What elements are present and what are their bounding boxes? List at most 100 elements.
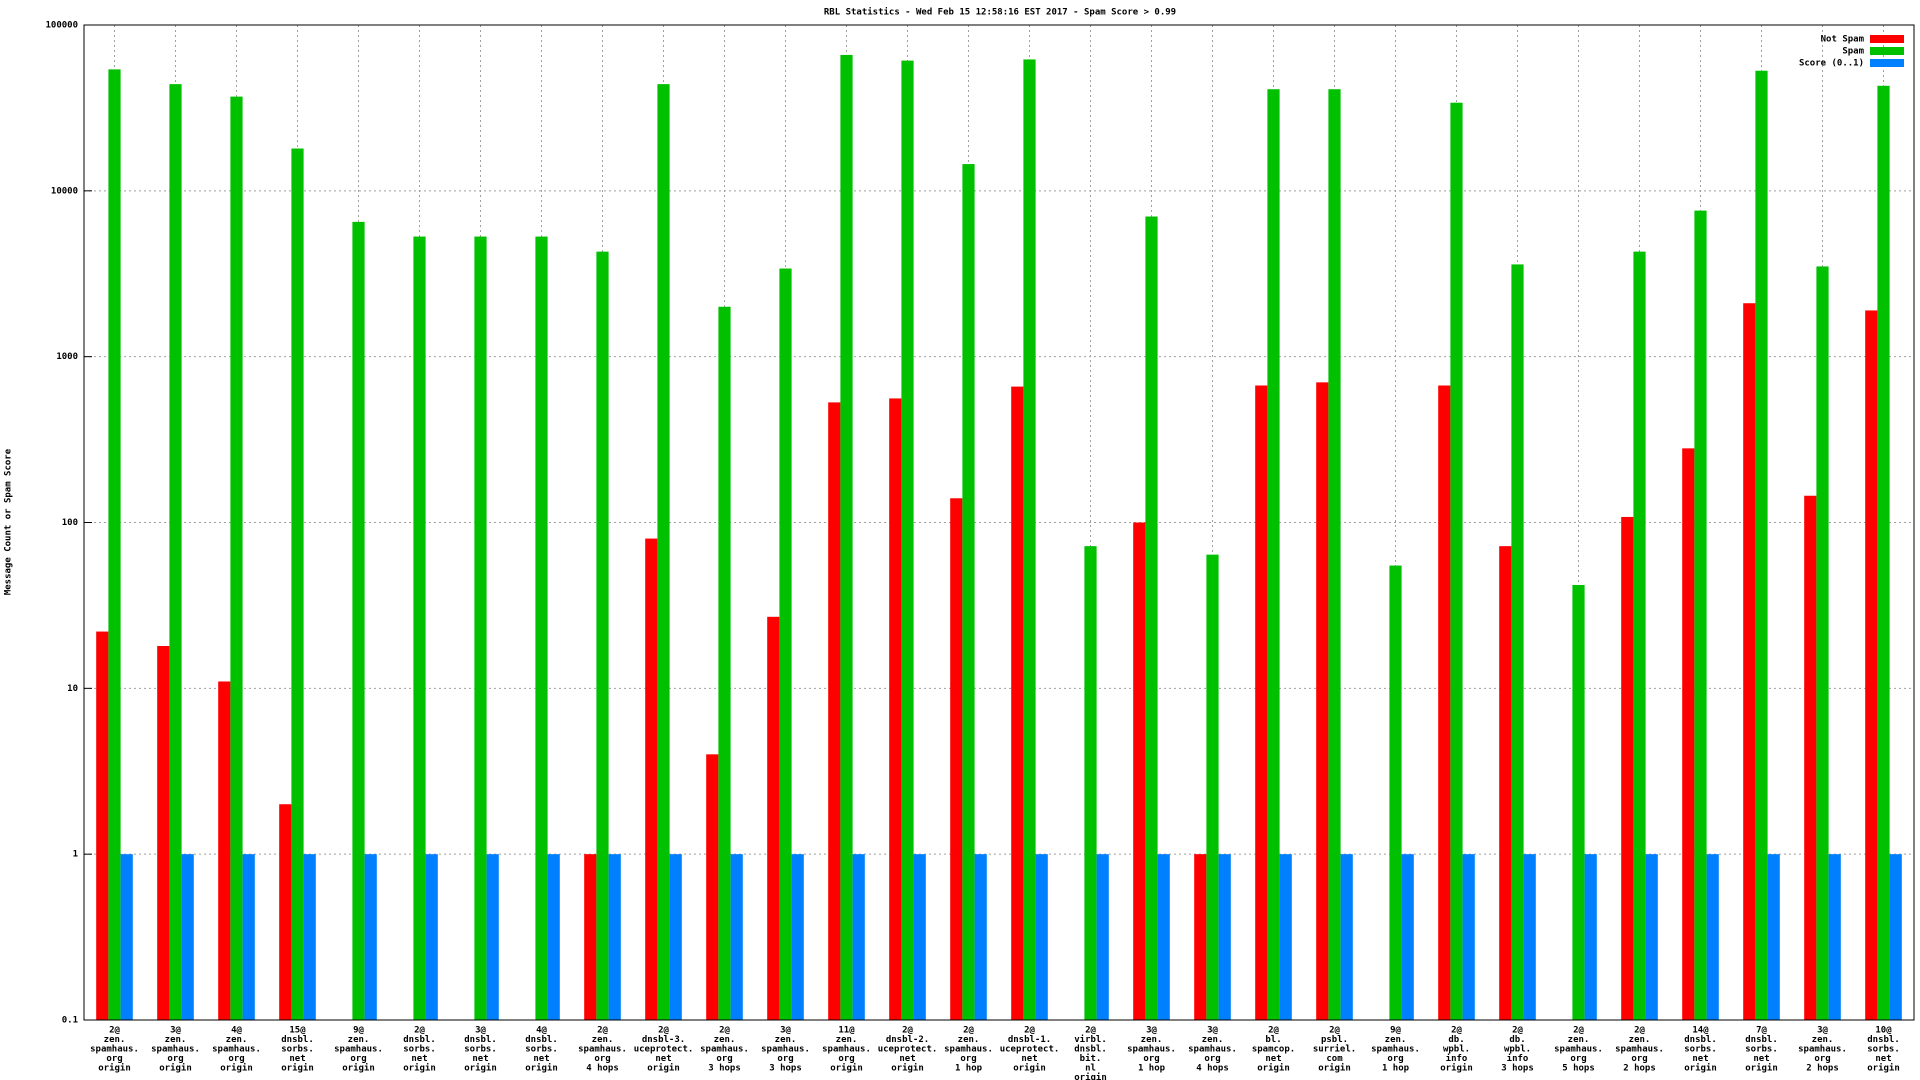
x-tick-label: 2@ (902, 1026, 913, 1036)
x-tick-label: dnsbl. (281, 1035, 314, 1045)
x-tick-label: zen. (1568, 1035, 1590, 1045)
x-tick-label: dnsbl. (1867, 1035, 1900, 1045)
x-tick-label: zen. (1812, 1035, 1834, 1045)
x-tick-label: net (1875, 1054, 1891, 1064)
bar (157, 646, 170, 1020)
x-tick-label: origin (220, 1063, 253, 1074)
bar (1328, 89, 1341, 1021)
x-tick-label: 2@ (1573, 1026, 1584, 1036)
x-tick-label: zen. (348, 1035, 370, 1045)
y-tick-label: 0.1 (62, 1016, 78, 1026)
x-tick-label: dnsbl. (1745, 1035, 1778, 1045)
x-tick-label: spamhaus. (1371, 1045, 1420, 1055)
x-tick-label: spamhaus. (1615, 1045, 1664, 1055)
bar (1194, 854, 1207, 1020)
x-tick-label: net (533, 1054, 549, 1064)
x-tick-label: zen. (165, 1035, 187, 1045)
x-tick-label: spamhaus. (822, 1045, 871, 1055)
x-tick-label: org (777, 1054, 793, 1064)
bar (1816, 266, 1829, 1021)
x-tick-label: 1 hop (1138, 1064, 1166, 1074)
x-tick-label: spamhaus. (1554, 1045, 1603, 1055)
x-tick-label: org (1143, 1054, 1159, 1064)
legend-swatch (1870, 35, 1904, 43)
x-tick-label: sorbs. (464, 1045, 497, 1055)
x-tick-label: 2@ (1085, 1026, 1096, 1036)
bar (1584, 854, 1597, 1020)
bar (584, 854, 597, 1020)
x-tick-label: uceprotect. (634, 1045, 694, 1055)
x-tick-label: 2 hops (1806, 1064, 1839, 1074)
x-tick-label: 4@ (231, 1026, 242, 1036)
x-tick-label: 2 hops (1623, 1064, 1656, 1074)
bar (1450, 102, 1463, 1020)
bar (1767, 854, 1780, 1020)
bar (279, 804, 292, 1020)
bar (608, 854, 621, 1020)
bar (1157, 854, 1170, 1020)
x-tick-label: 1 hop (955, 1064, 983, 1074)
x-tick-label: zen. (1629, 1035, 1651, 1045)
x-tick-label: org (960, 1054, 976, 1064)
bar (1865, 310, 1878, 1020)
x-tick-label: net (655, 1054, 671, 1064)
x-tick-label: 3@ (475, 1026, 486, 1036)
bar (230, 96, 243, 1020)
x-tick-label: sorbs. (281, 1045, 314, 1055)
x-tick-label: origin (98, 1063, 131, 1074)
bar (913, 854, 926, 1020)
x-tick-label: origin (403, 1063, 436, 1074)
bar (1706, 854, 1719, 1020)
x-tick-label: 2@ (658, 1026, 669, 1036)
x-tick-label: org (716, 1054, 732, 1064)
x-tick-label: zen. (1385, 1035, 1407, 1045)
x-tick-label: dnsbl. (1074, 1045, 1107, 1055)
bar (352, 221, 365, 1021)
x-tick-label: spamhaus. (578, 1045, 627, 1055)
plot-frame (83, 24, 1915, 1021)
x-tick-label: info (1446, 1053, 1468, 1064)
x-tick-label: uceprotect. (1000, 1045, 1060, 1055)
legend-label: Score (0..1) (1799, 59, 1864, 69)
x-tick-label: org (1631, 1054, 1647, 1064)
x-tick-label: 1 hop (1382, 1064, 1410, 1074)
bar (108, 69, 121, 1020)
x-tick-label: info (1507, 1053, 1529, 1064)
bar (657, 84, 670, 1020)
bar (840, 54, 853, 1020)
x-tick-label: origin (1013, 1063, 1046, 1074)
x-tick-label: 4@ (536, 1026, 547, 1036)
bar (535, 236, 548, 1020)
x-tick-label: dnsbl. (525, 1035, 558, 1045)
bar (852, 854, 865, 1020)
x-tick-label: 2@ (1451, 1026, 1462, 1036)
x-tick-label: 2@ (1512, 1026, 1523, 1036)
bar (1389, 565, 1402, 1020)
x-tick-label: origin (342, 1063, 375, 1074)
x-tick-label: origin (1745, 1063, 1778, 1074)
bar (669, 854, 682, 1020)
x-tick-label: 9@ (353, 1026, 364, 1036)
bar (1889, 854, 1902, 1020)
x-tick-label: zen. (592, 1035, 614, 1045)
x-tick-label: 14@ (1692, 1026, 1709, 1036)
x-tick-label: net (411, 1054, 427, 1064)
x-tick-label: 3 hops (769, 1064, 802, 1074)
x-tick-label: zen. (775, 1035, 797, 1045)
bar (1145, 216, 1158, 1020)
bar (1255, 385, 1268, 1020)
bar (425, 854, 438, 1020)
bar (791, 854, 804, 1020)
bar (1084, 546, 1097, 1020)
bar (1755, 70, 1768, 1021)
bar (1133, 522, 1146, 1020)
x-tick-label: origin (1257, 1063, 1290, 1074)
bar (1401, 854, 1414, 1020)
x-tick-label: 2@ (1329, 1026, 1340, 1036)
y-tick-label: 10000 (51, 186, 78, 196)
x-tick-label: nl (1085, 1064, 1096, 1074)
x-tick-label: 7@ (1756, 1026, 1767, 1036)
x-tick-label: sorbs. (403, 1045, 436, 1055)
x-tick-label: bit. (1080, 1053, 1102, 1064)
x-tick-label: origin (1074, 1072, 1107, 1080)
